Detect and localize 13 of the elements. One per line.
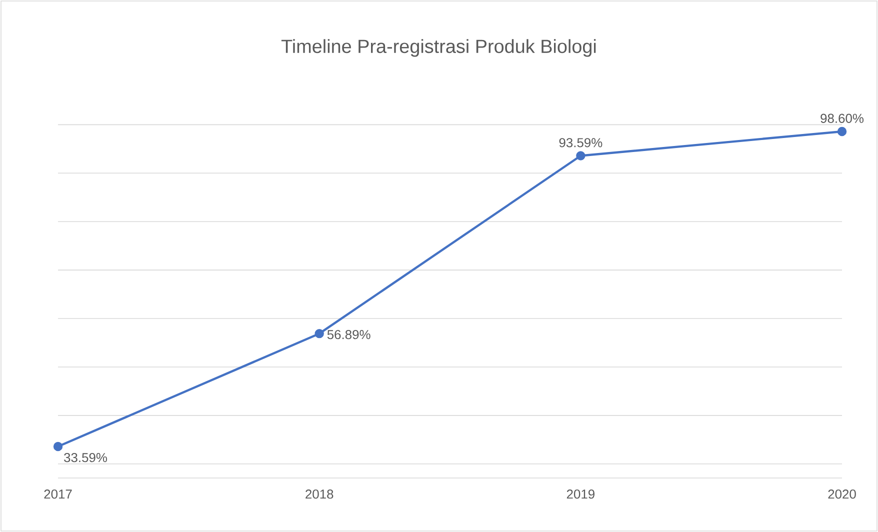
- point: [53, 442, 63, 452]
- x-tick-label: 2019: [566, 490, 594, 499]
- chart-title: Timeline Pra-registrasi Produk Biologi: [281, 39, 596, 57]
- data-label: 93.59%: [559, 138, 602, 148]
- point: [837, 126, 847, 136]
- data-label: 98.60%: [820, 114, 864, 123]
- point: [576, 151, 586, 160]
- x-tick-label: 2020: [828, 490, 856, 499]
- x-tick-label: 2018: [306, 490, 334, 499]
- point: [314, 328, 324, 338]
- x-tick-label: 2017: [44, 490, 72, 499]
- data-label: 33.59%: [64, 453, 107, 462]
- data-label: 56.89%: [327, 330, 370, 340]
